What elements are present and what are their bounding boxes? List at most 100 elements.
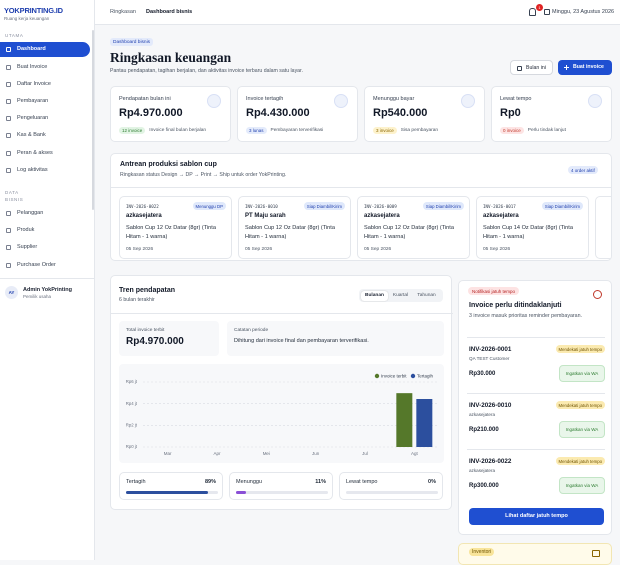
remind-button[interactable]: Ingatkan via WA	[559, 477, 605, 494]
nav-item[interactable]: Supplier	[0, 240, 90, 255]
view-due-button[interactable]: Lihat daftar jatuh tempo	[469, 508, 604, 525]
user-card[interactable]: AY Admin YokPrinting Pemilik usaha	[3, 283, 91, 303]
brand-tagline: Ruang kerja keuangan	[4, 16, 50, 21]
kpi-label: Menunggu bayar	[373, 96, 415, 102]
date: Minggu, 23 Agustus 2026	[552, 9, 615, 15]
brand-logo: YOKPRINTING.ID	[4, 6, 63, 15]
total-label: Total invoice terbit	[126, 328, 165, 333]
reminder-item: INV-2026-0022 azkasejatera Mendekati jatuh…	[467, 449, 605, 501]
sidebar: YOKPRINTING.ID Ruang kerja keuangan UTAMA D…	[0, 0, 95, 560]
page-subtitle: Pantau pendapatan, tagihan berjalan, dan…	[110, 68, 303, 74]
order-product: Sablon Cup 14 Oz Datar (8gr) (Tinta Hita…	[483, 225, 573, 240]
x-tick-label: Mar	[164, 451, 172, 456]
nav-icon	[6, 263, 11, 268]
nav-item[interactable]: Pengeluaran	[0, 111, 90, 126]
order-invoice: INV-2026-0010	[245, 204, 278, 209]
kpi-footer: 3 lunas Pembayaran terverifikasi	[246, 126, 356, 134]
divider	[111, 313, 453, 314]
item-amount: Rp300.000	[469, 483, 499, 489]
item-status: Mendekati jatuh tempo	[555, 401, 605, 409]
kpi-card: Invoice tertagih Rp4.430.000 3 lunas Pembay…	[237, 86, 358, 142]
order-status: Siap Diambil/Kirim	[303, 202, 345, 210]
order-customer: azkasejatera	[126, 213, 162, 219]
legend-label: Invoice terbit	[381, 373, 407, 378]
note-text: Dihitung dari invoice final dan pembayar…	[234, 338, 369, 344]
button-label: Buat invoice	[573, 64, 604, 70]
nav-item[interactable]: Produk	[0, 223, 90, 238]
nav-icon	[6, 151, 11, 156]
section-label: DATA BISNIS	[5, 190, 24, 202]
period-tabs: Bulanan Kuartal Tahunan	[359, 289, 443, 302]
kpi-value: Rp4.430.000	[246, 107, 310, 119]
kpi-note: Pembayaran terverifikasi	[270, 127, 324, 133]
item-customer: azkasejatera	[469, 468, 496, 473]
breadcrumb[interactable]: Ringkasan	[110, 9, 136, 15]
order-date: 05 Sep 2026	[126, 247, 154, 252]
period-button[interactable]: Bulan ini	[510, 60, 553, 75]
y-tick-label: Rp4 jt	[126, 401, 138, 406]
order-card: INV-2026-0022 Menunggu DP azkasejatera Sabl…	[119, 196, 232, 259]
order-status: Menunggu DP	[192, 202, 226, 210]
calendar-icon	[544, 9, 550, 15]
kpi-icon	[334, 94, 348, 108]
kpi-label: Lewat tempo	[500, 96, 532, 102]
x-tick-label: Jun	[312, 451, 320, 456]
period-tab[interactable]: Bulanan	[361, 290, 388, 301]
item-status: Mendekati jatuh tempo	[555, 457, 605, 465]
warning-icon	[592, 550, 600, 557]
order-card	[595, 196, 611, 259]
progress-value: 0%	[428, 479, 436, 485]
scrollbar	[92, 30, 94, 210]
calendar-icon	[517, 66, 522, 71]
order-date: 05 Sep 2026	[364, 247, 392, 252]
progress-value: 89%	[204, 479, 216, 485]
nav-item[interactable]: Pelanggan	[0, 206, 90, 221]
kpi-icon	[461, 94, 475, 108]
revenue-trend: Tren pendapatan 6 bulan terakhir Bulanan Ku…	[110, 275, 453, 510]
note-label: Catatan periode	[234, 328, 269, 333]
nav-label: Dashboard	[17, 46, 46, 52]
reminder-item: INV-2026-0001 QA TEST Customer Mendekati j…	[467, 337, 605, 389]
nav-item[interactable]: Dashboard	[0, 42, 90, 57]
page-title: Ringkasan keuangan	[110, 50, 232, 65]
nav-icon	[6, 245, 11, 250]
bell-icon[interactable]	[529, 8, 536, 16]
bar	[396, 393, 413, 447]
due-reminders: Notifikasi jatuh tempo Invoice perlu diti…	[458, 280, 612, 535]
kpi-value: Rp0	[500, 107, 521, 119]
order-product: Sablon Cup 12 Oz Datar (8gr) (Tinta Hita…	[126, 225, 216, 240]
kpi-label: Invoice tertagih	[246, 96, 284, 102]
nav-item[interactable]: Pembayaran	[0, 94, 90, 109]
period-tab[interactable]: Kuartal	[392, 292, 409, 298]
total-box: Total invoice terbit Rp4.970.000	[119, 321, 219, 356]
period-tab[interactable]: Tahunan	[417, 292, 436, 298]
nav-icon	[6, 82, 11, 87]
nav-label: Daftar Invoice	[17, 81, 51, 87]
nav-icon	[6, 47, 11, 52]
remind-button[interactable]: Ingatkan via WA	[559, 365, 605, 382]
reminder-badge: Notifikasi jatuh tempo	[468, 287, 520, 295]
active-badge: 4 order aktif	[568, 166, 598, 174]
nav-icon	[6, 168, 11, 173]
nav-icon	[6, 133, 11, 138]
legend-label: Tertagih	[417, 373, 434, 378]
nav-item[interactable]: Kas & Bank	[0, 128, 90, 143]
nav-label: Buat Invoice	[17, 64, 48, 70]
nav-label: Peran & akses	[17, 150, 53, 156]
nav-item[interactable]: Purchase Order	[0, 258, 90, 273]
item-invoice: INV-2026-0001	[469, 346, 512, 353]
nav-label: Kas & Bank	[17, 132, 46, 138]
nav-icon	[6, 211, 11, 216]
create-invoice-button[interactable]: Buat invoice	[558, 60, 612, 75]
nav-item[interactable]: Daftar Invoice	[0, 77, 90, 92]
item-amount: Rp30.000	[469, 371, 496, 377]
order-customer: azkasejatera	[483, 213, 519, 219]
kpi-card: Pendapatan bulan ini Rp4.970.000 12 invoic…	[110, 86, 231, 142]
item-customer: QA TEST Customer	[469, 356, 510, 361]
nav-item[interactable]: Buat Invoice	[0, 60, 90, 75]
nav-item[interactable]: Peran & akses	[0, 146, 90, 161]
legend-swatch	[410, 373, 416, 379]
nav-label: Purchase Order	[17, 262, 56, 268]
remind-button[interactable]: Ingatkan via WA	[559, 421, 605, 438]
nav-item[interactable]: Log aktivitas	[0, 163, 90, 178]
